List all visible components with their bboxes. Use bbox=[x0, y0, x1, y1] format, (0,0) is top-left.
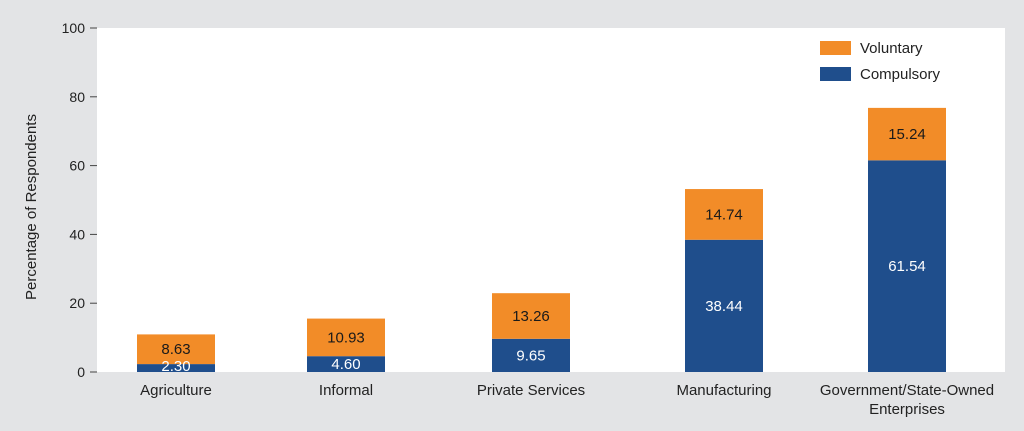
data-label-compulsory: 9.65 bbox=[516, 347, 545, 364]
data-label-compulsory: 61.54 bbox=[888, 258, 926, 275]
y-tick-label: 80 bbox=[69, 89, 85, 105]
bar-voluntary bbox=[137, 334, 215, 365]
bar-compulsory bbox=[307, 356, 385, 372]
x-category-label: Manufacturing bbox=[676, 382, 771, 399]
data-label-voluntary: 13.26 bbox=[512, 308, 550, 325]
y-axis-label: Percentage of Respondents bbox=[23, 114, 40, 300]
legend-swatch-voluntary bbox=[820, 41, 851, 55]
legend-label-voluntary: Voluntary bbox=[860, 40, 923, 57]
y-tick-label: 0 bbox=[77, 364, 85, 380]
bar-voluntary bbox=[685, 189, 763, 240]
y-tick-label: 40 bbox=[69, 226, 85, 242]
data-label-voluntary: 10.93 bbox=[327, 329, 365, 346]
y-tick-label: 60 bbox=[69, 158, 85, 174]
data-label-voluntary: 14.74 bbox=[705, 206, 743, 223]
bar-compulsory bbox=[868, 160, 946, 372]
bar-compulsory bbox=[685, 239, 763, 372]
legend-label-compulsory: Compulsory bbox=[860, 66, 941, 83]
x-category-label: Informal bbox=[319, 382, 373, 399]
legend-swatch-compulsory bbox=[820, 67, 851, 81]
x-category-label: Private Services bbox=[477, 382, 585, 399]
data-label-compulsory: 38.44 bbox=[705, 298, 743, 315]
x-category-label: Agriculture bbox=[140, 382, 212, 399]
data-label-compulsory: 4.60 bbox=[331, 356, 360, 373]
x-category-label: Government/State-Owned Enterprises bbox=[820, 382, 994, 418]
bar-compulsory bbox=[492, 338, 570, 372]
data-label-compulsory: 2.30 bbox=[161, 358, 190, 375]
data-label-voluntary: 15.24 bbox=[888, 126, 926, 143]
y-tick-label: 20 bbox=[69, 295, 85, 311]
bar-compulsory bbox=[137, 364, 215, 372]
bar-voluntary bbox=[307, 318, 385, 357]
bar-voluntary bbox=[492, 293, 570, 339]
y-tick-label: 100 bbox=[62, 20, 86, 36]
bar-voluntary bbox=[868, 107, 946, 161]
data-label-voluntary: 8.63 bbox=[161, 341, 190, 358]
